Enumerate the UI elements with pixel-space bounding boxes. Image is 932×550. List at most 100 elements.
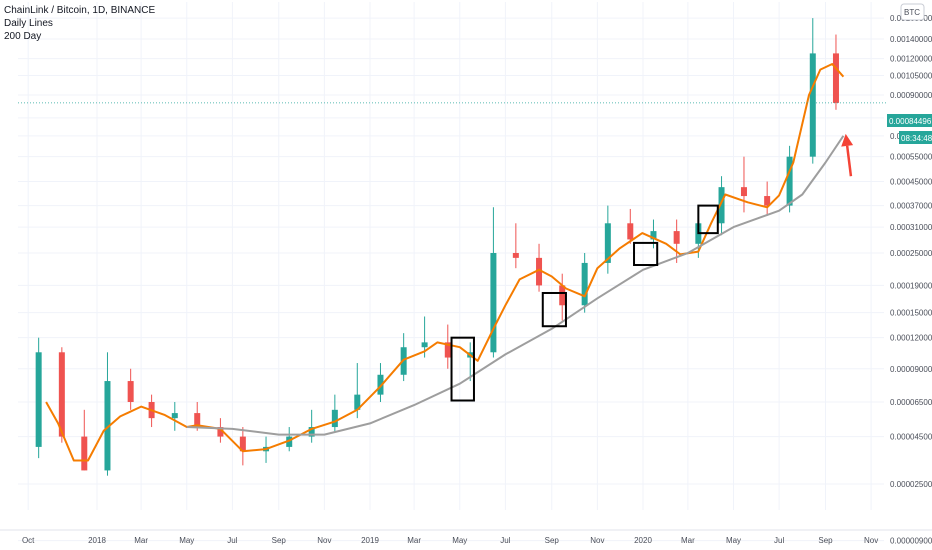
candle-body [604,223,611,263]
candle-body [832,53,839,103]
candle [581,253,588,313]
y-tick-label: 0.00037000 [890,202,932,211]
countdown-timer: 08:34:48 [901,134,932,143]
series-lines [18,63,887,462]
candle [377,363,384,403]
x-tick-label: Nov [590,536,604,545]
candle [239,427,246,466]
candle [217,418,224,443]
candle-body [650,231,657,240]
x-tick-label: May [726,536,741,545]
y-tick-label: 0.00004500 [890,433,932,442]
x-tick-label: May [452,536,467,545]
candle-body [171,413,178,419]
x-axis[interactable]: Oct 2018 Mar May Jul Sep Nov 2019 Mar May Jul Sep No… [0,529,932,545]
y-tick-label: 0.00012000 [890,334,932,343]
currency-badge-label: BTC [904,8,920,17]
candle [627,208,634,244]
y-tick-label: 0.00002500 [890,480,932,489]
candle-body [559,285,566,306]
candle-body [331,409,338,428]
y-axis[interactable]: 0.001650000.001400000.001200000.00105000… [890,14,932,546]
candle [604,205,611,274]
candle-body [809,53,816,157]
candle [286,427,293,452]
candle-body [512,253,519,258]
candle-body [308,427,315,437]
candle [490,207,497,358]
candle-body [764,196,771,206]
candle-body [673,231,680,244]
x-tick-label: Sep [545,536,560,545]
candle [512,223,519,269]
last-price-value: 0.00084496 [889,117,932,126]
candle-body [104,381,111,471]
x-tick-label: Mar [681,536,695,545]
annotation-box [697,204,719,235]
candle [331,394,338,433]
annotations [450,133,854,402]
candle-body [81,436,88,471]
annotation-box [450,336,475,402]
x-tick-label: Jul [774,536,784,545]
candle-body [581,262,588,306]
candle [35,337,42,459]
y-tick-label: 0.00015000 [890,309,932,318]
x-tick-label: Sep [818,536,833,545]
y-tick-label: 0.00120000 [890,55,932,64]
legend: ChainLink / Bitcoin, 1D, BINANCE Daily L… [4,5,156,42]
indicator-daily-lines: Daily Lines [4,18,53,29]
annotation-arrow [841,133,854,177]
candle-body [35,352,42,447]
x-tick-label: Oct [22,536,35,545]
candle [740,156,747,213]
currency-badge[interactable]: BTC [900,3,925,21]
y-tick-label: 0.00019000 [890,281,932,290]
y-tick-label: 0.00055000 [890,153,932,162]
y-tick-label: 0.00025000 [890,249,932,258]
candle [536,243,543,292]
x-tick-label: Jul [227,536,237,545]
last-price-badge: 0.00084496 08:34:48 [887,114,932,144]
arrow-head [841,133,854,147]
candle-body [58,352,65,437]
candle-body [286,436,293,447]
candle-body [421,342,428,348]
candle-body [239,436,246,452]
y-tick-label: 0.00140000 [890,35,932,44]
y-tick-label: 0.00009000 [890,365,932,374]
chart-title: ChainLink / Bitcoin, 1D, BINANCE [4,5,156,16]
candle-body [354,394,361,410]
candle [786,145,793,213]
x-tick-label: 2019 [361,536,379,545]
x-tick-label: Mar [407,536,421,545]
candle-body [786,156,793,206]
two-hundred-day-series [186,135,845,436]
y-tick-label: 0.00090000 [890,91,932,100]
candle-body [444,342,451,358]
y-tick-label: 0.00045000 [890,178,932,187]
x-tick-label: Sep [272,536,287,545]
x-tick-label: 2020 [634,536,652,545]
daily-lines-series [45,63,845,462]
candle-body [217,427,224,437]
candle-body [627,223,634,240]
x-tick-label: 2018 [88,536,106,545]
y-tick-label: 0.00031000 [890,223,932,232]
candle [127,368,134,410]
candle-body [718,187,725,224]
candle [444,324,451,369]
candle [832,34,839,110]
annotation-box [541,291,567,328]
y-tick-label: 0.00000900 [890,537,932,546]
candle-body [377,374,384,395]
candle [559,273,566,321]
x-tick-label: Nov [864,536,878,545]
x-tick-label: Nov [317,536,331,545]
candle-body [127,381,134,403]
arrow-shaft [845,145,853,177]
y-tick-label: 0.00105000 [890,71,932,80]
candle [58,347,65,443]
